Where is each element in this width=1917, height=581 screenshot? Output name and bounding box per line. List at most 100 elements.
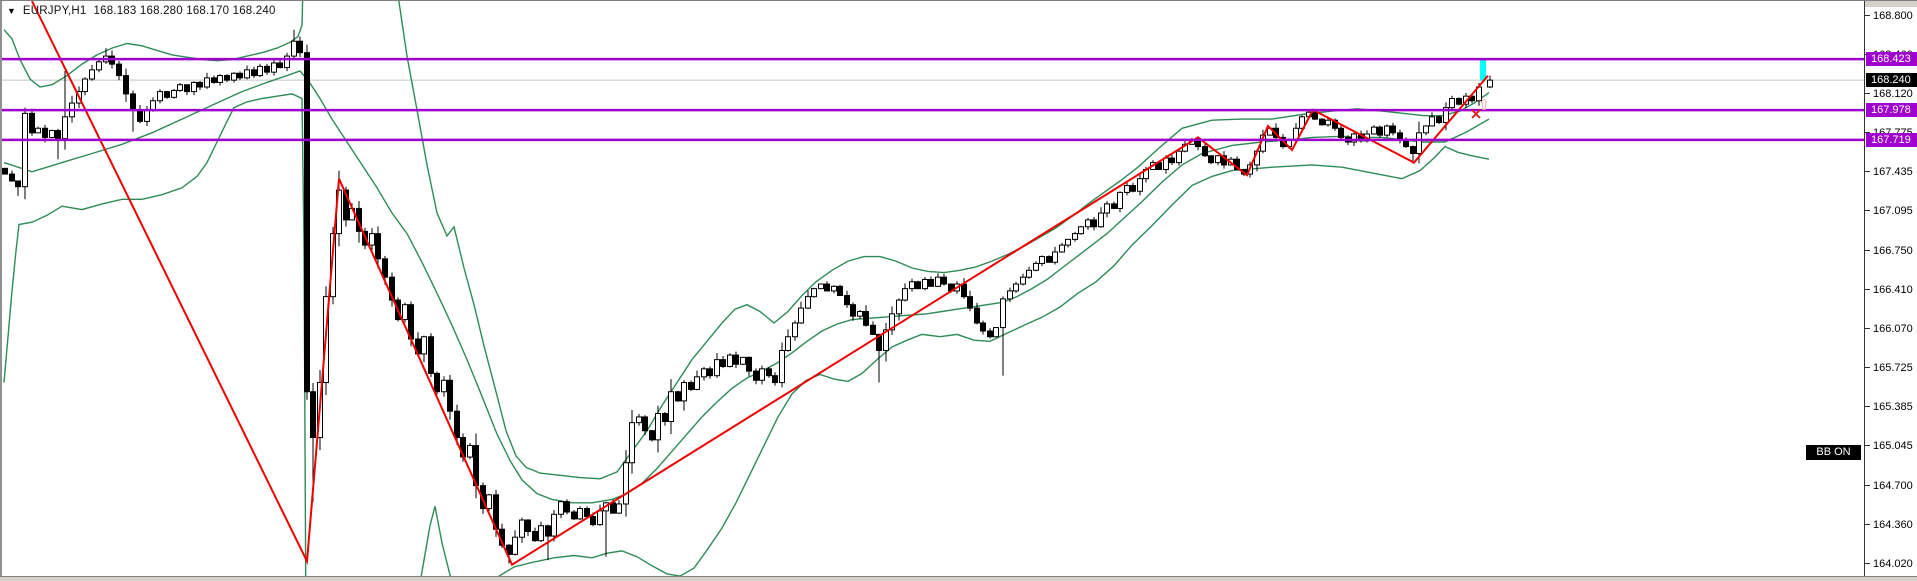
price-tick-label: 166.410 bbox=[1873, 283, 1913, 296]
price-tick-label: 164.360 bbox=[1873, 518, 1913, 531]
candle bbox=[922, 276, 928, 291]
candle bbox=[870, 321, 876, 335]
candle bbox=[525, 519, 531, 537]
candle bbox=[15, 180, 21, 196]
candle bbox=[1072, 231, 1078, 242]
candle bbox=[29, 108, 35, 136]
price-tick: 164.020 bbox=[1865, 558, 1917, 570]
price-tick-label: 165.045 bbox=[1873, 440, 1913, 453]
level-price-label: 167.719 bbox=[1866, 132, 1917, 147]
candle bbox=[714, 353, 720, 378]
candle bbox=[1085, 217, 1091, 230]
candle bbox=[224, 74, 230, 83]
candle bbox=[785, 329, 791, 352]
candle bbox=[1215, 155, 1221, 166]
candle bbox=[441, 376, 447, 397]
candle bbox=[1410, 145, 1416, 164]
tick-dash bbox=[1865, 171, 1870, 173]
candle bbox=[1423, 125, 1429, 136]
candle bbox=[818, 283, 824, 290]
candle bbox=[1078, 225, 1084, 235]
candle bbox=[1202, 142, 1208, 157]
candle bbox=[519, 517, 525, 543]
price-tick: 166.070 bbox=[1865, 323, 1917, 335]
price-tick-label: 164.700 bbox=[1873, 479, 1913, 492]
candle bbox=[1176, 148, 1182, 166]
candle bbox=[177, 83, 183, 92]
bollinger-bands bbox=[3, 1, 1490, 576]
bb-toggle-button[interactable]: BB ON bbox=[1806, 445, 1861, 460]
tick-dash bbox=[1865, 406, 1870, 408]
candle bbox=[1033, 261, 1039, 272]
candle bbox=[532, 527, 538, 542]
candle bbox=[707, 366, 713, 379]
symbol-timeframe-label: EURJPY,H1 bbox=[22, 5, 87, 17]
candle bbox=[1117, 191, 1123, 213]
candle bbox=[844, 290, 850, 308]
candle bbox=[753, 368, 759, 385]
chart-title-bar: ▼ EURJPY,H1 168.183 168.280 168.170 168.… bbox=[7, 5, 276, 17]
candle bbox=[935, 273, 941, 288]
candle bbox=[824, 281, 830, 292]
candle bbox=[467, 442, 473, 460]
symbol-dropdown-icon[interactable]: ▼ bbox=[7, 5, 16, 16]
candle bbox=[1384, 124, 1390, 138]
candle bbox=[1487, 75, 1493, 89]
candle bbox=[1052, 246, 1058, 265]
candle bbox=[1046, 255, 1052, 263]
candle bbox=[694, 370, 700, 391]
candle bbox=[1208, 155, 1214, 165]
candle bbox=[1169, 154, 1175, 165]
candle bbox=[237, 71, 243, 81]
tick-dash bbox=[1865, 523, 1870, 525]
price-tick: 166.410 bbox=[1865, 284, 1917, 296]
candle bbox=[1091, 217, 1097, 231]
candle bbox=[967, 290, 973, 312]
current-price-label: 168.240 bbox=[1866, 73, 1917, 88]
ohlc-values-label: 168.183 168.280 168.170 168.240 bbox=[93, 5, 276, 17]
candle bbox=[701, 367, 707, 381]
price-tick: 168.120 bbox=[1865, 88, 1917, 100]
candle bbox=[902, 283, 908, 302]
candle bbox=[123, 68, 129, 102]
up-arrow-icon: ⇧ bbox=[1478, 96, 1491, 114]
highlight-bar bbox=[1480, 59, 1486, 81]
candle bbox=[2, 167, 8, 175]
candle bbox=[512, 530, 518, 556]
candle bbox=[191, 81, 197, 96]
candle bbox=[896, 298, 902, 321]
candle bbox=[928, 276, 934, 287]
candle bbox=[277, 60, 283, 69]
candle bbox=[291, 29, 297, 61]
candle bbox=[1137, 172, 1143, 196]
tick-dash bbox=[1865, 327, 1870, 329]
candle bbox=[629, 410, 635, 474]
price-tick-label: 164.020 bbox=[1873, 557, 1913, 570]
candle bbox=[137, 105, 143, 124]
candle bbox=[727, 353, 733, 368]
candle bbox=[649, 429, 655, 442]
candle bbox=[889, 306, 895, 335]
candle bbox=[35, 126, 41, 134]
candle bbox=[636, 413, 642, 426]
candle bbox=[1020, 273, 1026, 286]
candle bbox=[681, 380, 687, 411]
candlestick-series bbox=[2, 29, 1493, 564]
candle bbox=[1371, 125, 1377, 135]
price-tick-label: 167.435 bbox=[1873, 166, 1913, 179]
candle bbox=[558, 500, 564, 519]
candle bbox=[1124, 182, 1130, 196]
candle bbox=[1319, 118, 1325, 126]
candle bbox=[164, 90, 170, 99]
price-tick: 165.725 bbox=[1865, 362, 1917, 374]
price-axis[interactable]: 168.800168.460168.120167.775167.435167.0… bbox=[1864, 1, 1917, 576]
candle bbox=[616, 500, 622, 514]
candle bbox=[89, 64, 95, 81]
candle bbox=[96, 58, 102, 73]
candle bbox=[993, 327, 999, 338]
candle bbox=[1429, 112, 1435, 127]
chart-plot-area[interactable]: ⇧ bbox=[0, 1, 1866, 576]
candle bbox=[603, 501, 609, 557]
candle bbox=[171, 88, 177, 99]
